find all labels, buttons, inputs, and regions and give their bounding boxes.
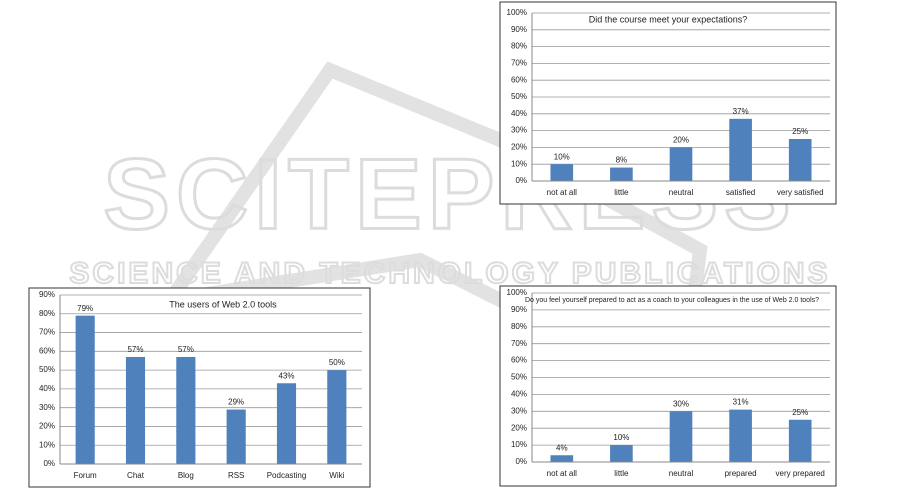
- value-label: 57%: [127, 345, 143, 354]
- x-tick-label: RSS: [228, 471, 244, 480]
- x-tick-label: satisfied: [726, 188, 755, 197]
- value-label: 4%: [556, 443, 568, 452]
- y-tick-label: 90%: [511, 305, 527, 314]
- x-tick-label: not at all: [547, 188, 577, 197]
- x-tick-label: Forum: [74, 471, 97, 480]
- chart-frame: [499, 1, 837, 205]
- y-tick-label: 70%: [39, 328, 55, 337]
- y-tick-label: 0%: [43, 459, 55, 468]
- y-tick-label: 20%: [39, 422, 55, 431]
- y-tick-label: 60%: [39, 346, 55, 355]
- chart-title: The users of Web 2.0 tools: [169, 299, 277, 309]
- watermark-subtitle: SCIENCE AND TECHNOLOGY PUBLICATIONS: [69, 257, 830, 290]
- y-tick-label: 40%: [511, 390, 527, 399]
- bar: [610, 167, 633, 181]
- y-tick-label: 80%: [511, 322, 527, 331]
- bar: [327, 370, 347, 464]
- y-tick-label: 80%: [511, 42, 527, 51]
- x-tick-label: prepared: [725, 469, 757, 478]
- x-tick-label: neutral: [669, 188, 694, 197]
- x-tick-label: Blog: [178, 471, 194, 480]
- y-tick-label: 100%: [507, 8, 527, 17]
- bar: [669, 147, 693, 181]
- value-label: 25%: [792, 127, 808, 136]
- bar: [729, 409, 752, 462]
- bar: [610, 445, 633, 462]
- x-tick-label: very satisfied: [777, 188, 824, 197]
- bar: [669, 411, 693, 462]
- x-tick-label: little: [614, 188, 629, 197]
- bar: [550, 164, 574, 181]
- value-label: 10%: [554, 152, 570, 161]
- value-label: 57%: [178, 345, 194, 354]
- y-tick-label: 100%: [507, 288, 527, 297]
- value-label: 43%: [278, 371, 294, 380]
- chart-title: Do you feel yourself prepared to act as …: [525, 297, 819, 304]
- y-tick-label: 30%: [511, 126, 527, 135]
- x-tick-label: little: [614, 469, 629, 478]
- y-tick-label: 30%: [39, 403, 55, 412]
- bar: [550, 455, 574, 462]
- value-label: 31%: [733, 398, 749, 407]
- bar: [276, 383, 297, 464]
- y-tick-label: 10%: [511, 159, 527, 168]
- value-label: 10%: [613, 433, 629, 442]
- x-tick-label: Podcasting: [267, 471, 307, 480]
- y-tick-label: 20%: [511, 143, 527, 152]
- x-tick-label: neutral: [669, 469, 694, 478]
- value-label: 25%: [792, 408, 808, 417]
- y-tick-label: 50%: [39, 365, 55, 374]
- x-tick-label: very prepared: [776, 469, 825, 478]
- y-tick-label: 70%: [511, 339, 527, 348]
- value-label: 8%: [616, 156, 628, 165]
- value-label: 30%: [673, 399, 689, 408]
- y-tick-label: 50%: [511, 373, 527, 382]
- y-tick-label: 60%: [511, 356, 527, 365]
- bar: [75, 315, 95, 464]
- value-label: 37%: [733, 107, 749, 116]
- value-label: 79%: [77, 304, 93, 313]
- bar: [125, 356, 146, 464]
- x-tick-label: Wiki: [329, 471, 344, 480]
- y-tick-label: 50%: [511, 92, 527, 101]
- y-tick-label: 80%: [39, 309, 55, 318]
- bar: [729, 118, 752, 181]
- bar: [176, 356, 196, 464]
- y-tick-label: 90%: [39, 290, 55, 299]
- y-tick-label: 10%: [39, 440, 55, 449]
- y-tick-label: 0%: [515, 457, 527, 466]
- bar: [788, 419, 812, 462]
- y-tick-label: 40%: [511, 109, 527, 118]
- y-tick-label: 70%: [511, 59, 527, 68]
- x-tick-label: not at all: [547, 469, 577, 478]
- y-tick-label: 30%: [511, 406, 527, 415]
- y-tick-label: 90%: [511, 25, 527, 34]
- value-label: 29%: [228, 398, 244, 407]
- value-label: 50%: [329, 358, 345, 367]
- y-tick-label: 40%: [39, 384, 55, 393]
- bar: [788, 139, 812, 181]
- chart-title: Did the course meet your expectations?: [589, 14, 748, 24]
- chart-frame: [499, 285, 837, 487]
- y-tick-label: 20%: [511, 423, 527, 432]
- x-tick-label: Chat: [127, 471, 145, 480]
- bar: [226, 409, 246, 464]
- y-tick-label: 60%: [511, 75, 527, 84]
- y-tick-label: 0%: [515, 176, 527, 185]
- value-label: 20%: [673, 136, 689, 145]
- y-tick-label: 10%: [511, 440, 527, 449]
